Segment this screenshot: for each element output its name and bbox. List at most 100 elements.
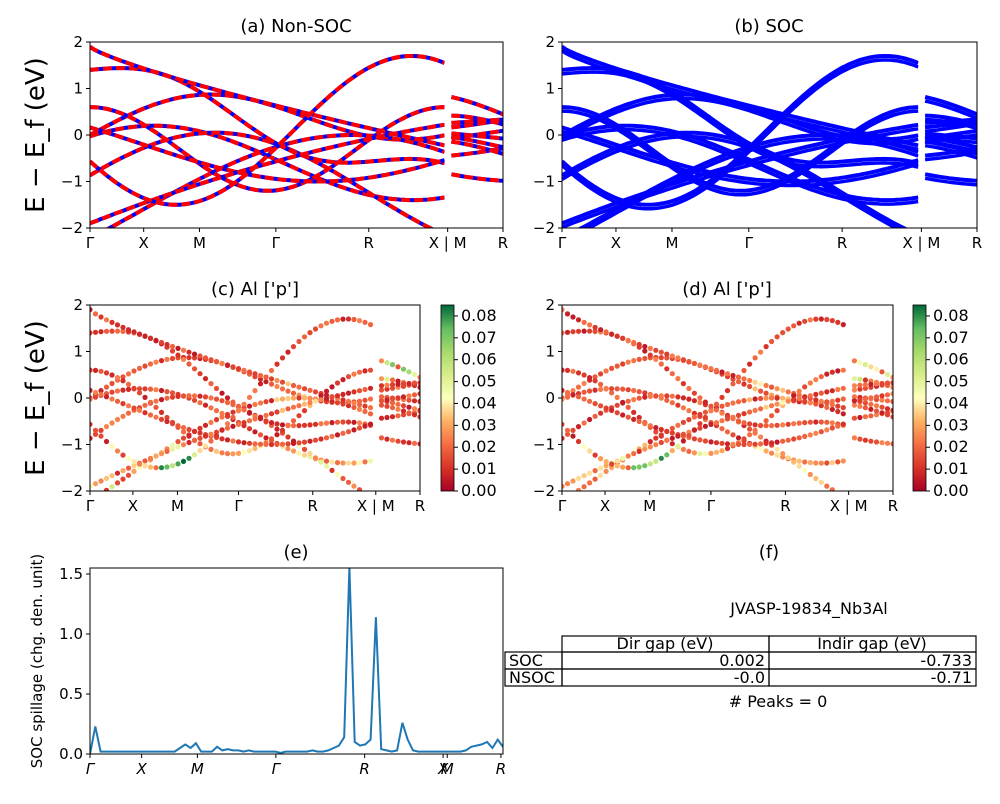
- band-line-soc: [562, 109, 919, 197]
- band-point: [785, 389, 791, 395]
- band-point: [735, 374, 742, 380]
- band-point: [675, 355, 681, 361]
- band-point: [318, 397, 324, 403]
- band-point: [120, 468, 126, 474]
- band-point: [669, 393, 675, 399]
- band-point: [400, 403, 407, 409]
- band-point: [802, 459, 808, 465]
- band-point: [747, 361, 753, 367]
- band-point: [208, 405, 214, 411]
- band-point: [241, 401, 247, 407]
- band-point: [669, 441, 675, 447]
- band-point: [197, 441, 203, 447]
- band-point: [384, 360, 390, 366]
- colorbar-tick-label: 0.08: [933, 306, 969, 325]
- band-point: [285, 349, 291, 355]
- band-point: [351, 460, 357, 466]
- band-point: [581, 380, 587, 387]
- band-point: [603, 368, 609, 374]
- band-point: [246, 369, 253, 375]
- x-tick-label: X | M: [902, 234, 940, 252]
- band-point: [769, 450, 775, 456]
- band-point: [796, 388, 802, 394]
- band-point: [323, 463, 330, 469]
- band-point: [763, 382, 769, 389]
- band-point: [268, 398, 275, 404]
- table-cell: 0.002: [719, 651, 765, 670]
- band-point: [680, 446, 687, 452]
- band-point: [758, 441, 764, 447]
- band-point: [230, 399, 236, 405]
- band-point: [862, 362, 869, 368]
- table-row-label: NSOC: [509, 668, 555, 687]
- band-point: [575, 394, 582, 400]
- band-point: [296, 384, 302, 390]
- band-point: [763, 404, 769, 410]
- band-point: [279, 407, 286, 413]
- band-point: [741, 420, 747, 426]
- band-point: [857, 386, 863, 392]
- band-point: [147, 335, 154, 341]
- band-point: [307, 422, 313, 428]
- band-point: [384, 376, 390, 382]
- band-point: [131, 368, 137, 374]
- band-point: [301, 334, 308, 340]
- band-point: [686, 433, 692, 439]
- band-point: [153, 387, 159, 393]
- band-point: [307, 438, 313, 444]
- band-point: [702, 409, 709, 415]
- band-point: [202, 394, 209, 400]
- band-point: [345, 460, 352, 466]
- band-point: [241, 440, 247, 446]
- band-point: [180, 442, 187, 448]
- band-point: [642, 446, 648, 452]
- band-point: [609, 386, 615, 392]
- band-point: [213, 358, 220, 365]
- band-point: [774, 439, 780, 445]
- band-point: [862, 396, 869, 402]
- band-point: [592, 468, 598, 474]
- band-point: [884, 380, 891, 386]
- band-point: [136, 390, 143, 396]
- band-point: [197, 430, 203, 436]
- band-point: [186, 349, 192, 355]
- band-point: [625, 453, 631, 459]
- band-point: [351, 483, 357, 489]
- band-point: [389, 400, 396, 406]
- band-point: [587, 398, 593, 404]
- band-point: [741, 398, 747, 404]
- band-point: [835, 408, 841, 415]
- band-point: [829, 318, 835, 324]
- band-point: [658, 393, 664, 399]
- band-point: [356, 369, 363, 375]
- band-point: [647, 461, 653, 467]
- band-point: [389, 405, 396, 411]
- band-point: [873, 381, 880, 387]
- band-line-nonsoc: [451, 139, 503, 156]
- band-point: [411, 440, 418, 446]
- band-point: [669, 430, 675, 436]
- band-point: [609, 331, 615, 337]
- band-point: [697, 411, 703, 418]
- band-point: [417, 374, 420, 380]
- band-point: [241, 407, 247, 413]
- band-point: [224, 421, 231, 427]
- band-point: [824, 483, 830, 489]
- band-point: [92, 389, 99, 396]
- band-point: [268, 381, 275, 387]
- band-point: [653, 458, 659, 464]
- band-point: [114, 398, 121, 404]
- band-point: [603, 459, 609, 465]
- colorbar-tick-label: 0.01: [461, 459, 497, 478]
- band-point: [114, 328, 121, 334]
- band-point: [818, 316, 824, 322]
- band-point: [312, 455, 319, 461]
- band-point: [868, 364, 874, 370]
- band-point: [384, 397, 390, 403]
- band-point: [109, 443, 115, 450]
- band-point: [862, 405, 869, 411]
- band-point: [340, 397, 346, 403]
- band-point: [598, 403, 604, 409]
- band-point: [680, 438, 687, 444]
